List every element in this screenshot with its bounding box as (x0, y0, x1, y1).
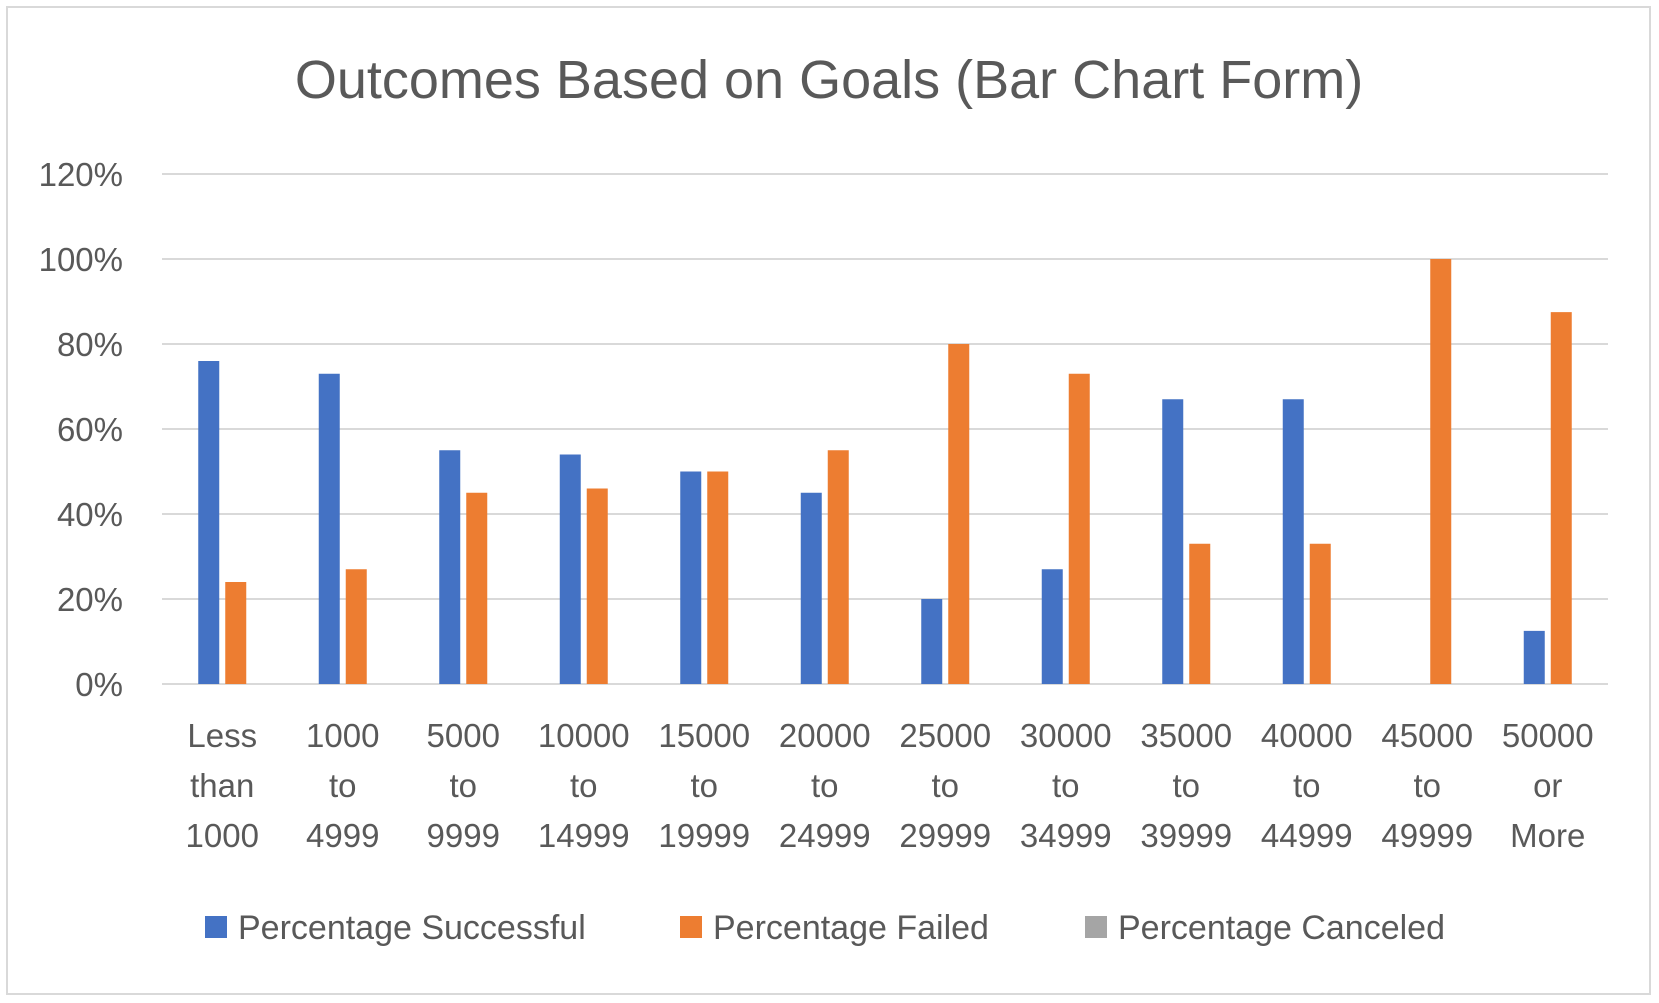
x-category-label: to (449, 767, 477, 804)
legend-swatch (205, 916, 227, 938)
x-category-label: 15000 (658, 717, 750, 754)
gridlines (162, 173, 1608, 685)
x-category-label: 9999 (427, 817, 500, 854)
bar-percentage-successful (318, 373, 340, 684)
y-tick-label: 40% (57, 496, 123, 533)
legend-label: Percentage Canceled (1118, 909, 1445, 947)
bars (198, 259, 1572, 684)
x-category-label: 14999 (538, 817, 630, 854)
x-category-label: 40000 (1261, 717, 1353, 754)
x-category-label: 39999 (1140, 817, 1232, 854)
legend: Percentage Successful Percentage Failed Pe… (205, 909, 1445, 947)
bar-percentage-successful (1282, 399, 1304, 684)
legend-swatch (1085, 916, 1107, 938)
bar-percentage-failed (1550, 312, 1572, 684)
y-tick-label: 80% (57, 326, 123, 363)
bar-percentage-successful (1523, 630, 1545, 684)
bar-percentage-failed (225, 582, 247, 684)
x-category-label: 24999 (779, 817, 871, 854)
x-category-label: or (1533, 767, 1562, 804)
bar-percentage-failed (466, 492, 488, 684)
bar-percentage-failed (345, 569, 367, 684)
x-category-label: 4999 (306, 817, 379, 854)
bar-percentage-successful (921, 599, 943, 684)
x-category-label: 1000 (306, 717, 379, 754)
x-category-label: 45000 (1381, 717, 1473, 754)
chart-title: Outcomes Based on Goals (Bar Chart Form) (295, 50, 1363, 110)
x-category-label: 5000 (427, 717, 500, 754)
x-category-label: 10000 (538, 717, 630, 754)
x-category-label: to (570, 767, 598, 804)
bar-percentage-failed (948, 344, 970, 684)
x-category-label: to (1052, 767, 1080, 804)
legend-label: Percentage Successful (238, 909, 586, 947)
x-category-label: 30000 (1020, 717, 1112, 754)
bar-percentage-failed (707, 471, 729, 684)
x-category-label: to (690, 767, 718, 804)
bar-percentage-failed (1068, 373, 1090, 684)
bar-percentage-failed (586, 488, 608, 684)
bar-percentage-successful (680, 471, 702, 684)
bar-percentage-successful (800, 492, 822, 684)
x-category-label: 44999 (1261, 817, 1353, 854)
bar-percentage-successful (198, 361, 220, 684)
x-category-label: Less (187, 717, 257, 754)
bar-percentage-failed (1189, 543, 1211, 684)
bar-percentage-failed (827, 450, 849, 684)
y-tick-label: 120% (39, 156, 123, 193)
legend-swatch (680, 916, 702, 938)
y-tick-label: 100% (39, 241, 123, 278)
x-axis-categories: Less than 1000 1000 to 4999 5000 to 9999 10000 to 1… (186, 717, 1594, 854)
bar-percentage-successful (1162, 399, 1184, 684)
x-category-label: 19999 (658, 817, 750, 854)
x-category-label: to (1172, 767, 1200, 804)
bar-percentage-successful (559, 454, 581, 684)
x-category-label: to (329, 767, 357, 804)
x-category-label: 1000 (186, 817, 259, 854)
x-category-label: 25000 (899, 717, 991, 754)
x-category-label: 35000 (1140, 717, 1232, 754)
x-category-label: to (811, 767, 839, 804)
x-category-label: to (931, 767, 959, 804)
bar-percentage-successful (439, 450, 461, 684)
legend-label: Percentage Failed (713, 909, 989, 947)
bar-percentage-failed (1309, 543, 1331, 684)
x-category-label: 34999 (1020, 817, 1112, 854)
bar-percentage-failed (1430, 259, 1452, 684)
x-category-label: 49999 (1381, 817, 1473, 854)
x-category-label: 50000 (1502, 717, 1594, 754)
x-category-label: 20000 (779, 717, 871, 754)
x-category-label: More (1510, 817, 1585, 854)
y-tick-label: 60% (57, 411, 123, 448)
x-category-label: 29999 (899, 817, 991, 854)
x-category-label: than (190, 767, 254, 804)
x-category-label: to (1413, 767, 1441, 804)
y-tick-label: 20% (57, 581, 123, 618)
y-tick-label: 0% (75, 666, 123, 703)
y-axis-ticks: 0% 20% 40% 60% 80% 100% 120% (39, 156, 123, 703)
x-category-label: to (1293, 767, 1321, 804)
bar-percentage-successful (1041, 569, 1063, 684)
